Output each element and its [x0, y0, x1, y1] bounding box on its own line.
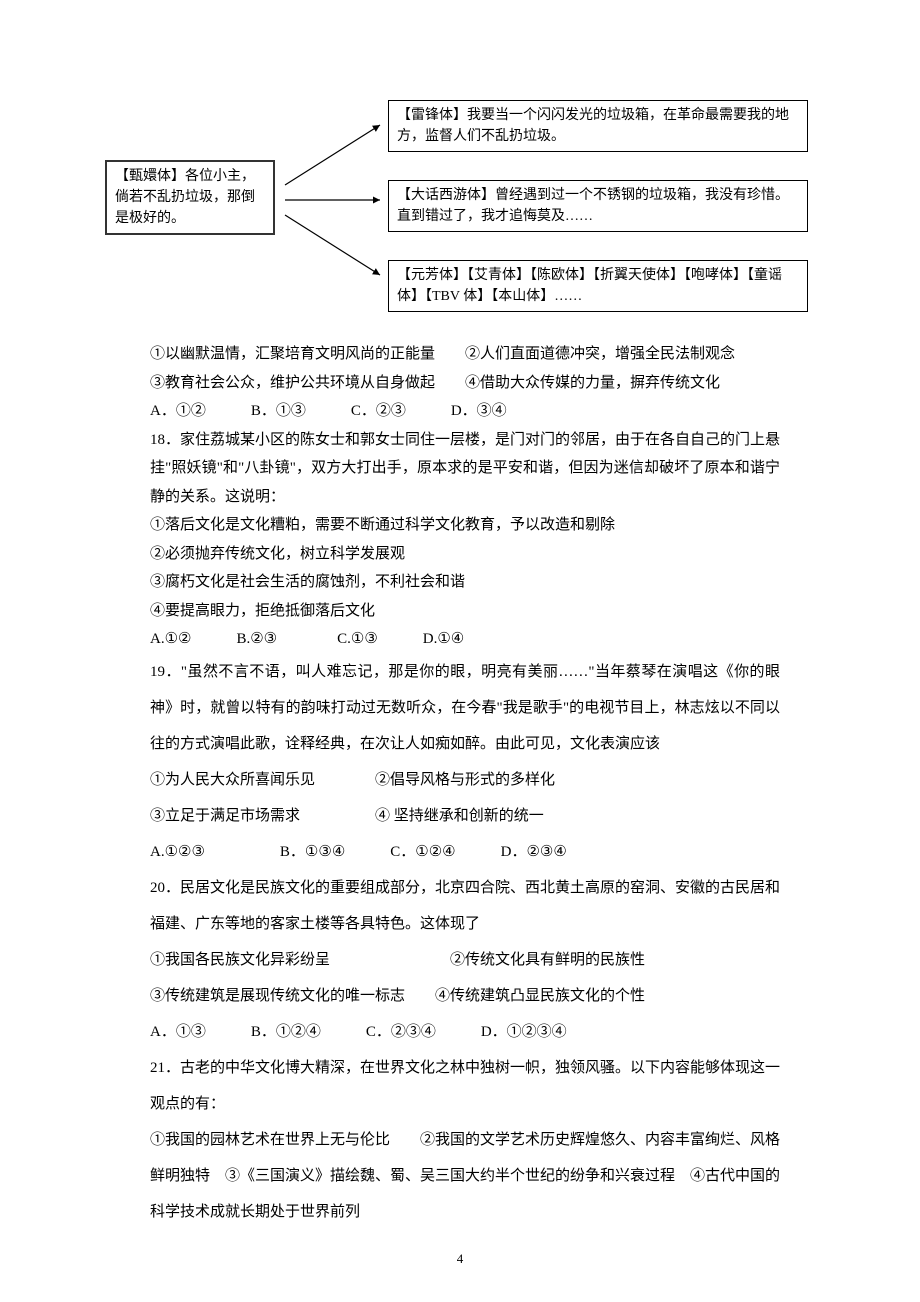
- q19-line1: ①为人民大众所喜闻乐见 ②倡导风格与形式的多样化: [150, 762, 780, 798]
- q18-item4: ④要提高眼力，拒绝抵御落后文化: [150, 597, 780, 626]
- q17-line2: ③教育社会公众，维护公共环境从自身做起 ④借助大众传媒的力量，摒弃传统文化: [150, 369, 780, 398]
- q18-item2: ②必须抛弃传统文化，树立科学发展观: [150, 540, 780, 569]
- q20-stem: 20．民居文化是民族文化的重要组成部分，北京四合院、西北黄土高原的窑洞、安徽的古…: [150, 870, 780, 942]
- q18-item1: ①落后文化是文化糟粕，需要不断通过科学文化教育，予以改造和剔除: [150, 511, 780, 540]
- diagram-box-left: 【甄嬛体】各位小主，倘若不乱扔垃圾，那倒是极好的。: [105, 160, 275, 235]
- q20-line1: ①我国各民族文化异彩纷呈 ②传统文化具有鲜明的民族性: [150, 942, 780, 978]
- q18-options: A.①② B.②③ C.①③ D.①④: [150, 625, 780, 654]
- q18-stem: 18．家住荔城某小区的陈女士和郭女士同住一层楼，是门对门的邻居，由于在各自自己的…: [150, 426, 780, 512]
- diagram-container: 【甄嬛体】各位小主，倘若不乱扔垃圾，那倒是极好的。 【雷锋体】我要当一个闪闪发光…: [150, 100, 780, 320]
- q19-stem: 19．"虽然不言不语，叫人难忘记，那是你的眼，明亮有美丽……"当年蔡琴在演唱这《…: [150, 654, 780, 762]
- diagram-box-r2: 【大话西游体】曾经遇到过一个不锈钢的垃圾箱，我没有珍惜。直到错过了，我才追悔莫及…: [388, 180, 808, 232]
- diagram-box-r3: 【元芳体】【艾青体】【陈欧体】【折翼天使体】【咆哮体】【童谣体】【TBV 体】【…: [388, 260, 808, 312]
- q19-options: A.①②③ B．①③④ C．①②④ D．②③④: [150, 834, 780, 870]
- page-number: 4: [457, 1247, 464, 1272]
- q17-options: A．①② B．①③ C．②③ D．③④: [150, 397, 780, 426]
- q20-options: A．①③ B．①②④ C．②③④ D．①②③④: [150, 1014, 780, 1050]
- q19-line2: ③立足于满足市场需求 ④ 坚持继承和创新的统一: [150, 798, 780, 834]
- q21-stem: 21．古老的中华文化博大精深，在世界文化之林中独树一帜，独领风骚。以下内容能够体…: [150, 1050, 780, 1122]
- diagram-arrows: [275, 100, 390, 300]
- diagram-box-r1: 【雷锋体】我要当一个闪闪发光的垃圾箱，在革命最需要我的地方，监督人们不乱扔垃圾。: [388, 100, 808, 152]
- q20-line2: ③传统建筑是展现传统文化的唯一标志 ④传统建筑凸显民族文化的个性: [150, 978, 780, 1014]
- q21-items: ①我国的园林艺术在世界上无与伦比 ②我国的文学艺术历史辉煌悠久、内容丰富绚烂、风…: [150, 1122, 780, 1230]
- q17-line1: ①以幽默温情，汇聚培育文明风尚的正能量 ②人们直面道德冲突，增强全民法制观念: [150, 340, 780, 369]
- q18-item3: ③腐朽文化是社会生活的腐蚀剂，不利社会和谐: [150, 568, 780, 597]
